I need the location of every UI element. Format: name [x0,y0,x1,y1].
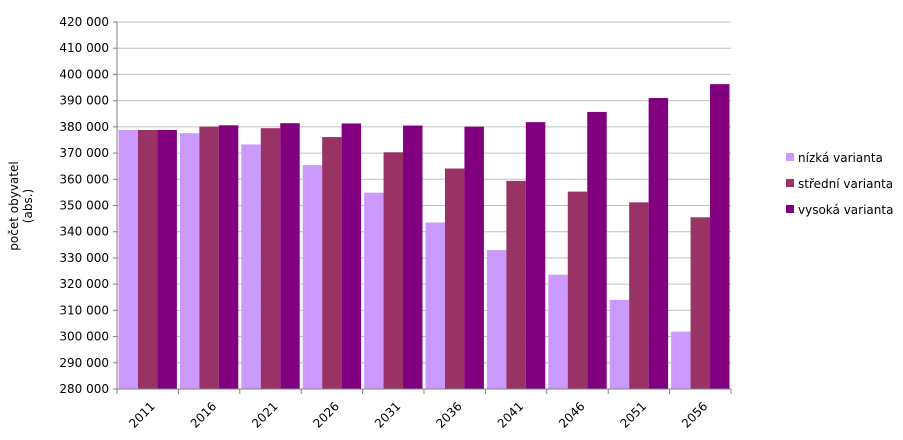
y-tick-label: 390 000 [59,94,109,108]
bar-2036-series-2 [464,126,484,389]
y-tick-label: 310 000 [59,303,109,317]
bar-2011-series-1 [137,130,158,389]
bar-2016-series-1 [199,126,219,389]
legend-swatch [786,153,794,161]
legend-label: nízká varianta [798,151,883,165]
x-tick-label: 2051 [618,399,649,430]
y-tick-label: 420 000 [59,15,109,29]
y-axis-title-line1: počet obyvatel [7,161,21,250]
bar-2016-series-0 [179,133,200,389]
bar-2011-series-0 [118,130,138,389]
x-tick-label: 2011 [126,399,157,430]
x-tick-label: 2046 [556,399,587,430]
bar-2031-series-1 [383,152,404,389]
y-axis-title-line2: (abs.) [21,189,35,223]
legend-swatch [786,205,794,213]
legend: nízká varianta střední varianta vysoká var… [786,151,893,217]
bar-2026-series-2 [341,123,362,390]
bar-2051-series-0 [609,299,630,389]
y-tick-label: 290 000 [59,356,109,370]
bar-2031-series-0 [364,192,384,389]
bar-2056-series-0 [671,331,691,389]
y-tick-label: 330 000 [59,251,109,265]
bar-2056-series-2 [710,84,730,389]
x-tick-label: 2041 [495,399,526,430]
y-tick-label: 300 000 [59,330,109,344]
bar-2031-series-2 [403,125,423,390]
bar-2046-series-0 [548,274,568,389]
y-tick-label: 320 000 [59,277,109,291]
bars-group [118,84,730,390]
bar-2021-series-1 [260,128,281,390]
bar-2041-series-1 [506,180,526,389]
bar-2036-series-0 [425,222,445,389]
bar-2021-series-0 [241,144,261,389]
bar-2041-series-0 [486,250,507,389]
bar-2016-series-2 [218,125,239,389]
x-tick-label: 2021 [249,399,280,430]
legend-label: střední varianta [798,177,893,191]
bar-2041-series-2 [525,122,546,389]
bar-2011-series-2 [157,130,177,389]
bar-2046-series-2 [587,111,607,389]
bar-2056-series-1 [690,217,711,389]
bar-2026-series-1 [322,137,342,389]
axes [116,22,731,390]
y-tick-label: 370 000 [59,146,109,160]
bar-2021-series-2 [280,123,300,390]
bar-2036-series-1 [444,168,465,389]
y-tick-label: 410 000 [59,41,109,55]
y-tick-label: 400 000 [59,67,109,81]
y-tick-label: 360 000 [59,172,109,186]
bar-2051-series-1 [629,202,649,389]
bar-2026-series-0 [302,165,323,389]
x-tick-label: 2016 [188,399,219,430]
x-tick-label: 2031 [372,399,403,430]
y-tick-label: 340 000 [59,225,109,239]
bar-2046-series-1 [567,191,588,389]
y-tick-label: 350 000 [59,199,109,213]
legend-swatch [786,179,794,187]
legend-label: vysoká varianta [798,203,893,217]
bar-2051-series-2 [648,98,669,390]
x-tick-labels: 2011 2016 2021 2026 2031 2036 2041 2046 2051 2056 [126,399,710,430]
y-tick-label: 280 000 [59,382,109,396]
x-tick-label: 2036 [433,399,464,430]
y-tick-labels: 280 000 290 000 300 000 310 000 320 000 330 0… [59,15,109,396]
x-tick-label: 2026 [311,399,342,430]
y-tick-label: 380 000 [59,120,109,134]
x-tick-label: 2056 [679,399,710,430]
